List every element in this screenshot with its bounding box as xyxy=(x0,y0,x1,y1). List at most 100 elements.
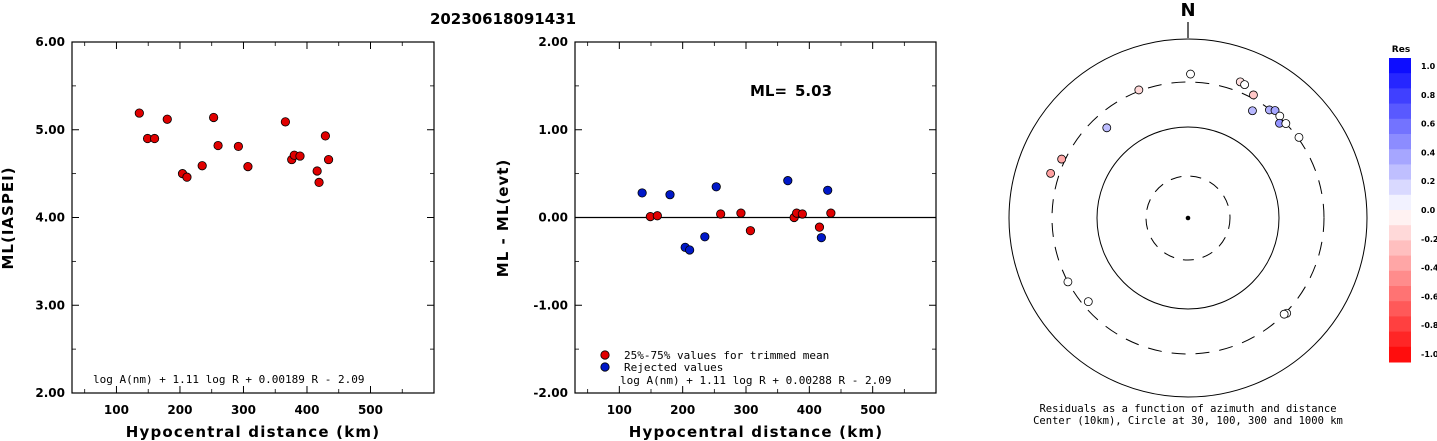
left-point-s0 xyxy=(182,172,192,182)
ml-label: ML= xyxy=(750,82,787,100)
left-xtick-label: 200 xyxy=(167,403,192,417)
colorbar-cell xyxy=(1389,240,1411,257)
middle-point-s1 xyxy=(685,245,695,255)
left-plot-frame xyxy=(71,41,435,394)
colorbar-label: 0.4 xyxy=(1421,148,1436,157)
colorbar-cell xyxy=(1389,118,1411,135)
colorbar-cell xyxy=(1389,164,1411,181)
left-point-s0 xyxy=(280,117,290,127)
middle-point-s0 xyxy=(826,208,836,218)
left-xtick-label: 500 xyxy=(358,403,383,417)
middle-point-s1 xyxy=(665,190,675,200)
colorbar-cell xyxy=(1389,225,1411,241)
colorbar-cell xyxy=(1389,103,1411,120)
left-ytick-label: 3.00 xyxy=(35,298,65,312)
middle-point-s0 xyxy=(652,211,662,221)
left-ytick-label: 6.00 xyxy=(35,35,65,49)
left-xtick-label: 400 xyxy=(294,403,319,417)
colorbar-cell xyxy=(1389,149,1411,165)
middle-panel: 100 200 300 400 500 -2.00 -1.00 0.00 1.00 2.00 ML… xyxy=(494,35,937,441)
ring-1000km xyxy=(1008,38,1368,398)
middle-ytick-label: -2.00 xyxy=(533,386,568,400)
colorbar-label: -1.0 xyxy=(1421,350,1437,359)
colorbar-cell xyxy=(1389,88,1411,105)
left-axis-ticks: 100 200 300 400 500 2.00 3.00 4.00 5.00 6.00 xyxy=(35,35,434,417)
middle-point-s1 xyxy=(711,182,721,192)
colorbar-cell xyxy=(1389,331,1411,348)
ring-300km xyxy=(1051,81,1325,355)
legend-marker-rejected xyxy=(600,362,610,372)
left-point-s0 xyxy=(162,114,172,124)
left-data-points xyxy=(134,108,334,187)
left-point-s0 xyxy=(213,140,223,151)
colorbar-label: 0.0 xyxy=(1421,206,1436,215)
left-point-s0 xyxy=(149,133,160,144)
left-point-s0 xyxy=(197,161,207,171)
left-point-s0 xyxy=(295,151,305,161)
polar-point xyxy=(1063,277,1073,287)
colorbar-label: -0.6 xyxy=(1421,292,1437,301)
left-xtick-label: 100 xyxy=(104,403,129,417)
middle-point-s1 xyxy=(816,233,826,243)
middle-xtick-label: 500 xyxy=(860,403,885,417)
ring-30km xyxy=(1145,175,1231,261)
left-ytick-label: 2.00 xyxy=(35,386,65,400)
polar-point xyxy=(1281,119,1291,128)
polar-point xyxy=(1249,90,1258,100)
polar-point xyxy=(1240,80,1250,90)
colorbar-label: -0.4 xyxy=(1421,264,1437,273)
colorbar-label: 0.6 xyxy=(1421,120,1436,129)
middle-ytick-label: 0.00 xyxy=(538,211,568,225)
colorbar-cell xyxy=(1389,270,1411,287)
left-point-s0 xyxy=(243,162,253,172)
legend-label-accepted: 25%-75% values for trimmed mean xyxy=(624,349,829,362)
colorbar-cell xyxy=(1389,316,1411,333)
legend-label-rejected: Rejected values xyxy=(624,361,723,374)
colorbar-labels: 1.0 0.8 0.6 0.4 0.2 0.0 -0.2 -0.4 -0.6 -0.8 -1.0 xyxy=(1421,62,1437,359)
colorbar-cell xyxy=(1389,134,1411,150)
colorbar-title: Res xyxy=(1392,45,1410,55)
middle-point-s1 xyxy=(700,232,710,242)
middle-formula: log A(nm) + 1.11 log R + 0.00288 R - 2.0… xyxy=(620,374,892,387)
polar-data-points xyxy=(1046,69,1304,319)
colorbar-cell xyxy=(1389,301,1411,317)
colorbar-cell xyxy=(1389,194,1411,211)
colorbar-cells xyxy=(1389,58,1411,363)
polar-point xyxy=(1248,106,1257,116)
middle-point-s0 xyxy=(736,208,746,218)
polar-point xyxy=(1279,309,1289,319)
colorbar-label: -0.2 xyxy=(1421,235,1437,244)
colorbar-label: -0.8 xyxy=(1421,321,1437,330)
middle-data-points xyxy=(637,176,836,255)
left-y-axis-label: ML(IASPEI) xyxy=(0,166,17,269)
ring-100km xyxy=(1096,126,1280,310)
middle-point-s0 xyxy=(716,209,726,219)
colorbar: Res 1.0 0.8 0.6 0.4 0.2 0.0 -0.2 -0.4 -0.6 -0.8 -1… xyxy=(1389,45,1437,363)
colorbar-label: 1.0 xyxy=(1421,62,1436,71)
ml-value: 5.03 xyxy=(795,82,832,100)
middle-xtick-label: 200 xyxy=(670,403,695,417)
colorbar-cell xyxy=(1389,179,1411,196)
colorbar-cell xyxy=(1389,255,1411,272)
polar-caption-line2: Center (10km), Circle at 30, 100, 300 an… xyxy=(1033,415,1343,427)
middle-y-axis-label: ML - ML(evt) xyxy=(494,159,512,277)
left-ytick-label: 4.00 xyxy=(35,211,65,225)
left-point-s0 xyxy=(320,131,330,141)
middle-xtick-label: 400 xyxy=(797,403,822,417)
left-point-s0 xyxy=(314,177,324,187)
middle-point-s1 xyxy=(637,188,647,198)
colorbar-cell xyxy=(1389,210,1411,226)
polar-point xyxy=(1294,132,1304,142)
event-id-title: 20230618091431 xyxy=(430,10,576,28)
middle-xtick-label: 100 xyxy=(607,403,632,417)
polar-point xyxy=(1046,168,1056,178)
middle-point-s0 xyxy=(814,222,825,232)
left-point-s0 xyxy=(233,141,243,152)
middle-point-s0 xyxy=(797,209,807,219)
left-point-s0 xyxy=(209,112,219,123)
middle-point-s1 xyxy=(783,176,793,186)
left-point-s0 xyxy=(312,166,322,176)
left-xtick-label: 300 xyxy=(231,403,256,417)
middle-ytick-label: 2.00 xyxy=(538,35,568,49)
